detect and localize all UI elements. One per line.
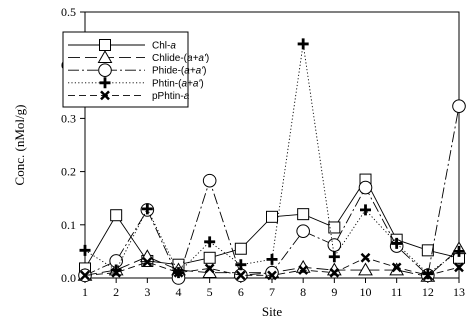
data-point — [328, 221, 341, 234]
x-tick-label: 7 — [269, 285, 275, 299]
series-4 — [79, 38, 465, 280]
legend-marker — [97, 50, 113, 63]
data-point — [235, 270, 246, 281]
x-tick-label: 12 — [422, 285, 434, 299]
data-point — [234, 242, 247, 255]
legend-marker — [98, 63, 112, 77]
data-point — [453, 245, 465, 257]
legend-entry: pPhtin-a — [68, 90, 190, 102]
legend-label: Phtin-(a+a') — [152, 78, 204, 89]
data-point — [452, 99, 466, 113]
data-point — [111, 267, 122, 278]
y-tick-label: 0.1 — [61, 218, 76, 232]
data-point — [358, 180, 373, 195]
data-point — [202, 173, 217, 188]
data-point — [110, 209, 123, 222]
data-point — [142, 257, 153, 267]
data-point — [203, 251, 216, 264]
legend-marker — [99, 77, 111, 89]
data-point — [296, 224, 310, 238]
data-point — [391, 262, 402, 273]
data-point — [266, 253, 278, 265]
data-point — [454, 262, 464, 273]
y-tick-label: 0.2 — [61, 165, 76, 179]
legend-entry: Phide-(a+a') — [68, 63, 206, 77]
data-point — [265, 265, 279, 280]
legend-label: Chlide-(a+a') — [152, 53, 209, 64]
legend-label: Phide-(a+a') — [152, 66, 206, 77]
data-point — [266, 210, 278, 223]
data-point — [80, 270, 90, 281]
legend-label: pPhtin-a — [152, 91, 190, 102]
data-point — [297, 38, 309, 50]
data-point — [204, 263, 215, 274]
data-point — [204, 236, 216, 248]
data-point — [329, 267, 340, 278]
x-tick-label: 10 — [360, 285, 372, 299]
legend-box — [62, 31, 189, 108]
data-point — [141, 203, 153, 215]
x-axis-title: Site — [262, 304, 282, 319]
legend-marker — [99, 39, 111, 51]
x-tick-label: 13 — [453, 285, 465, 299]
y-tick-label: 0.3 — [61, 111, 76, 125]
data-point — [297, 208, 310, 221]
data-point — [391, 237, 403, 249]
x-tick-label: 4 — [176, 285, 182, 299]
data-point — [421, 244, 434, 257]
data-point — [298, 265, 309, 275]
legend-entry: Chlide-(a+a') — [68, 50, 209, 64]
data-point — [360, 252, 371, 263]
series-5 — [80, 252, 464, 281]
y-tick-label: 0.5 — [61, 5, 76, 19]
legend-entry: Chl-a — [68, 39, 176, 52]
x-tick-label: 11 — [391, 285, 403, 299]
data-point — [79, 244, 91, 256]
data-point — [173, 267, 184, 278]
data-point — [267, 270, 277, 281]
x-tick-label: 5 — [207, 285, 213, 299]
data-point — [235, 259, 247, 271]
y-axis-title: Conc. (nMol/g) — [12, 105, 27, 186]
x-tick-label: 2 — [113, 285, 119, 299]
x-tick-label: 9 — [331, 285, 337, 299]
data-point — [360, 204, 371, 216]
data-point — [422, 270, 433, 281]
data-point — [328, 251, 340, 263]
legend-entry: Phtin-(a+a') — [68, 77, 204, 89]
legend-label: Chl-a — [152, 41, 176, 52]
x-tick-label: 6 — [238, 285, 244, 299]
series-layer — [77, 38, 467, 285]
x-tick-label: 1 — [82, 285, 88, 299]
x-tick-label: 8 — [300, 285, 306, 299]
data-point — [389, 262, 405, 276]
x-tick-label: 3 — [144, 285, 150, 299]
legend-marker — [100, 90, 110, 101]
data-point — [358, 262, 373, 276]
y-tick-label: 0.0 — [61, 271, 76, 285]
